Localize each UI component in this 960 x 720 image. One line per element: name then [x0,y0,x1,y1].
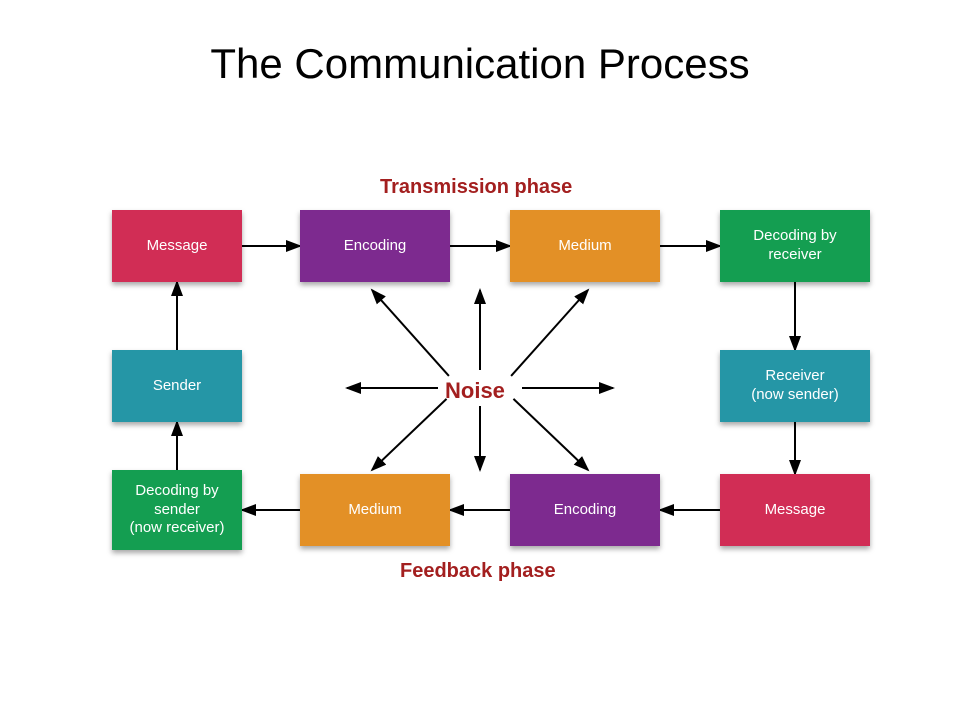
feedback-phase-label: Feedback phase [400,560,556,583]
node-label: Encoding [554,501,617,520]
node-receiver: Receiver (now sender) [720,350,870,422]
node-label: Sender [153,377,201,396]
page-title: The Communication Process [0,40,960,88]
noise-arrow-7 [513,399,588,470]
transmission-phase-label: Transmission phase [380,176,572,199]
noise-arrow-5 [372,399,447,470]
node-encoding_bot: Encoding [510,474,660,546]
node-message_top: Message [112,210,242,282]
node-medium_top: Medium [510,210,660,282]
diagram-canvas: The Communication Process Transmission p… [0,0,960,720]
node-decoding_sender: Decoding by sender (now receiver) [112,470,242,550]
node-label: Decoding by sender (now receiver) [129,482,224,538]
node-medium_bot: Medium [300,474,450,546]
node-label: Receiver (now sender) [751,367,839,405]
noise-arrow-2 [511,290,588,376]
node-message_bot: Message [720,474,870,546]
node-label: Decoding by receiver [753,227,836,265]
node-decoding_recv: Decoding by receiver [720,210,870,282]
node-sender: Sender [112,350,242,422]
node-label: Message [765,501,826,520]
noise-arrow-0 [372,290,449,376]
node-label: Medium [558,237,611,256]
node-label: Medium [348,501,401,520]
node-label: Message [147,237,208,256]
node-encoding_top: Encoding [300,210,450,282]
noise-label: Noise [445,378,505,404]
node-label: Encoding [344,237,407,256]
